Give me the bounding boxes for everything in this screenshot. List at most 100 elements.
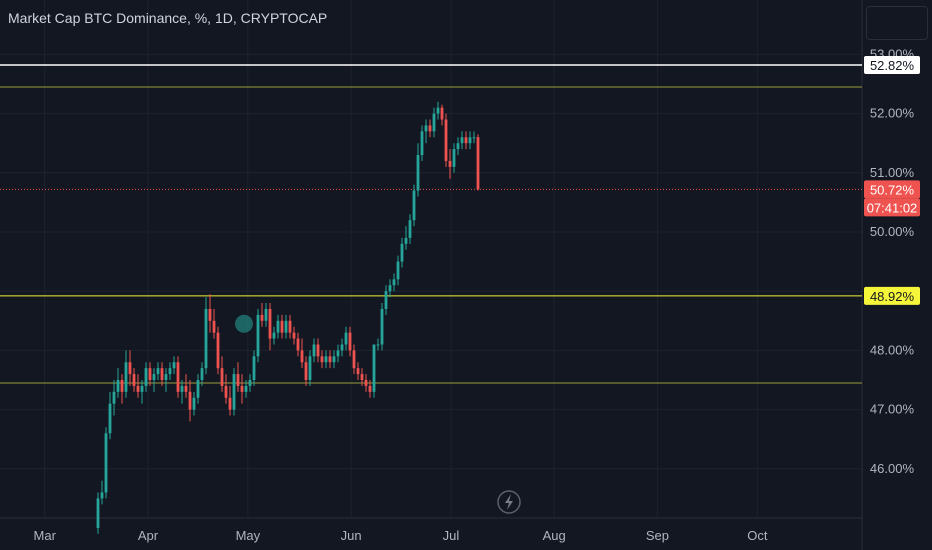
candle-body — [320, 356, 324, 363]
candle-body — [272, 332, 276, 339]
candle-body — [444, 119, 448, 161]
candle-body — [156, 368, 160, 375]
price-tick-label: 46.00% — [870, 461, 915, 476]
candle-body — [280, 320, 284, 333]
candle-body — [296, 338, 300, 351]
candle-body — [428, 125, 432, 132]
candle-body — [404, 237, 408, 244]
candle-body — [260, 314, 264, 321]
candle-body — [132, 374, 136, 386]
white-level-badge-label: 52.82% — [870, 58, 915, 73]
candle-body — [348, 332, 352, 351]
candle-body — [232, 374, 236, 410]
countdown-badge — [864, 198, 920, 217]
candle-body — [184, 385, 188, 392]
candle-body — [408, 220, 412, 238]
last-price-badge-label: 50.72% — [870, 182, 915, 197]
candle-body — [164, 374, 168, 380]
replay-button[interactable] — [497, 490, 521, 514]
candle-body — [344, 332, 348, 345]
candle-body — [104, 433, 108, 493]
candle-body — [236, 374, 240, 386]
horizontal-levels[interactable] — [0, 64, 862, 384]
candle-body — [224, 385, 228, 398]
candle-body — [192, 397, 196, 410]
alert-marker[interactable] — [235, 314, 253, 333]
candle-body — [228, 397, 232, 410]
layout-toggle-button[interactable] — [866, 6, 928, 40]
candle-body — [168, 368, 172, 375]
time-tick-label: May — [236, 528, 261, 543]
candle-body — [300, 350, 304, 363]
candle-body — [336, 350, 340, 357]
candle-body — [216, 332, 220, 369]
candle-body — [416, 155, 420, 191]
candle-body — [312, 344, 316, 357]
candle-body — [112, 391, 116, 404]
candle-body — [324, 356, 328, 363]
candle-body — [440, 107, 444, 120]
candle-body — [204, 308, 208, 369]
time-tick-label: Jul — [443, 528, 460, 543]
candle-body — [392, 279, 396, 286]
candle-body — [352, 350, 356, 369]
candle-body — [288, 320, 292, 333]
candle-body — [96, 498, 100, 528]
time-tick-label: Aug — [543, 528, 566, 543]
candle-body — [388, 285, 392, 292]
chart-title: Market Cap BTC Dominance, %, 1D, CRYPTOC… — [8, 10, 328, 26]
candle-body — [424, 125, 428, 132]
candle-body — [108, 403, 112, 434]
candle-body — [432, 113, 436, 132]
time-tick-label: Oct — [747, 528, 768, 543]
last-price-badge — [864, 180, 920, 199]
candle-body — [332, 356, 336, 363]
alert-marker-dot[interactable] — [235, 314, 253, 333]
candle-body — [136, 385, 140, 392]
candle-body — [252, 356, 256, 380]
candle-body — [396, 261, 400, 280]
price-tick-label: 50.00% — [870, 224, 915, 239]
candlestick-series — [96, 101, 480, 534]
candle-body — [188, 391, 192, 410]
price-tick-label: 52.00% — [870, 106, 915, 121]
time-tick-label: Mar — [34, 528, 57, 543]
candle-body — [200, 368, 204, 380]
candle-body — [368, 385, 372, 392]
candle-body — [284, 320, 288, 333]
replay-button-circle[interactable] — [497, 490, 521, 514]
candle-body — [308, 356, 312, 380]
candle-body — [400, 243, 404, 262]
candle-body — [244, 385, 248, 392]
candle-body — [460, 137, 464, 144]
candle-body — [208, 308, 212, 321]
candle-body — [264, 308, 268, 321]
yellow-level-mid-badge — [864, 286, 920, 305]
candle-body — [148, 368, 152, 380]
price-badges: 52.82% 48.92% 50.72% 07:41:02 — [864, 56, 920, 305]
candle-body — [248, 380, 252, 386]
lightning-bolt-icon — [505, 494, 513, 510]
candle-body — [452, 149, 456, 167]
candle-body — [340, 344, 344, 351]
candle-body — [376, 344, 380, 346]
candle-body — [292, 332, 296, 339]
candle-body — [172, 362, 176, 369]
candle-body — [360, 374, 364, 380]
candle-body — [328, 356, 332, 363]
candle-body — [276, 320, 280, 333]
candle-body — [316, 344, 320, 357]
candle-body — [196, 380, 200, 398]
candle-body — [456, 143, 460, 150]
yellow-level-mid-badge-label: 48.92% — [870, 289, 915, 304]
candle-body — [124, 362, 128, 392]
price-tick-label: 48.00% — [870, 342, 915, 357]
candle-body — [256, 314, 260, 357]
candle-body — [412, 190, 416, 221]
candle-body — [100, 492, 104, 499]
candle-body — [468, 137, 472, 144]
countdown-label: 07:41:02 — [867, 200, 918, 215]
candle-body — [152, 374, 156, 380]
candle-body — [140, 385, 144, 392]
